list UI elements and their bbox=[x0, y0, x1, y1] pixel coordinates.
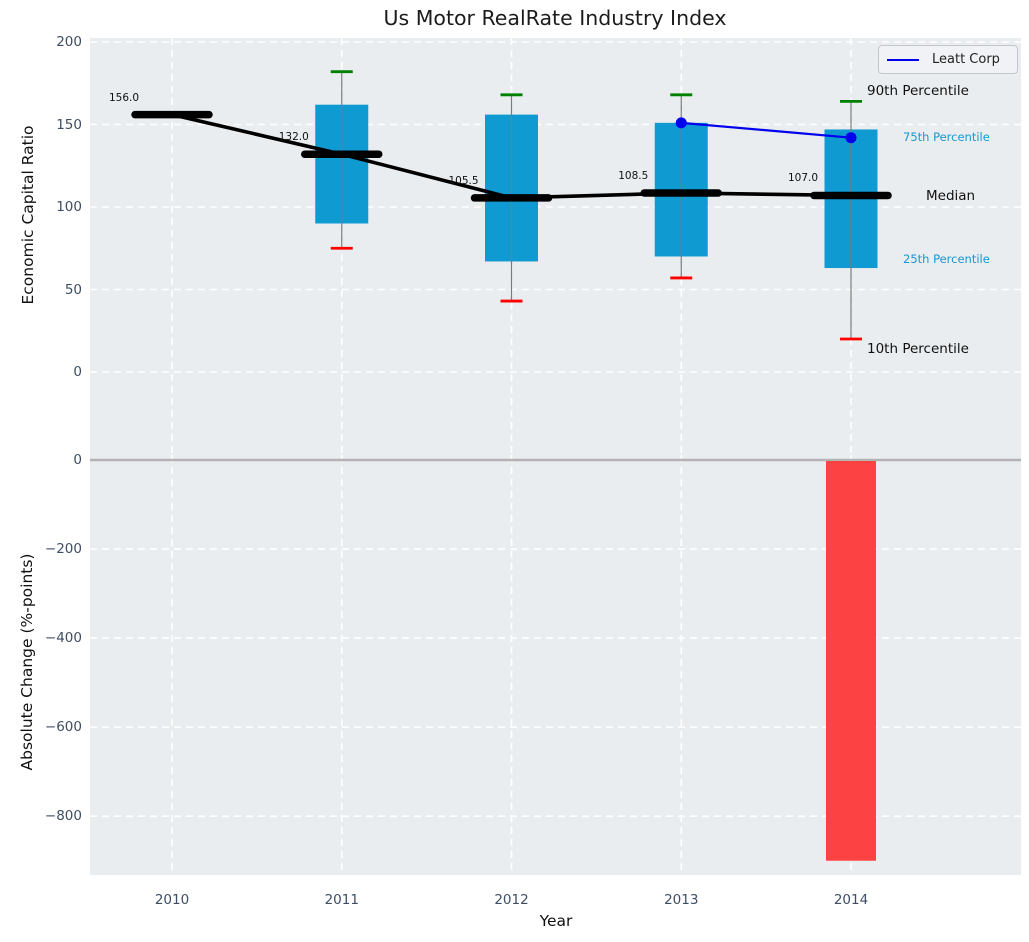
top-y-tick-label: 0 bbox=[73, 364, 82, 380]
median-value-label: 156.0 bbox=[108, 91, 140, 104]
bottom-y-tick-label: −800 bbox=[44, 808, 82, 825]
x-tick-label: 2010 bbox=[154, 892, 190, 908]
top-y-axis-label: Economic Capital Ratio bbox=[19, 125, 37, 305]
legend-box: Leatt Corp bbox=[878, 45, 1018, 74]
top-y-tick-label: 50 bbox=[64, 281, 82, 298]
x-axis-label: Year bbox=[539, 912, 573, 930]
company-line bbox=[681, 121, 852, 139]
top-y-tick-label: 200 bbox=[56, 34, 82, 50]
company-marker bbox=[845, 132, 857, 144]
chart-title: Us Motor RealRate Industry Index bbox=[383, 6, 727, 30]
bottom-y-tick-label: −600 bbox=[44, 719, 82, 736]
x-tick-label: 2012 bbox=[494, 892, 529, 908]
median-value-label: 107.0 bbox=[787, 172, 819, 185]
bottom-y-tick-label: −200 bbox=[44, 541, 82, 558]
annotation-90th-percentile: 90th Percentile bbox=[867, 83, 969, 99]
median-value-label: 105.5 bbox=[448, 174, 479, 187]
bottom-y-axis-label: Absolute Change (%-points) bbox=[18, 553, 36, 771]
bottom-panel-background bbox=[90, 455, 1021, 875]
company-marker bbox=[675, 117, 687, 129]
legend-line-sample-icon bbox=[887, 58, 919, 61]
annotation-25th-percentile: 25th Percentile bbox=[903, 252, 990, 266]
median-value-label: 132.0 bbox=[278, 131, 309, 144]
top-y-tick-label: 150 bbox=[56, 116, 82, 133]
bottom-y-tick-label: 0 bbox=[73, 452, 82, 468]
x-tick-label: 2014 bbox=[833, 892, 869, 908]
median-value-label: 108.5 bbox=[618, 169, 649, 182]
annotation-75th-percentile: 75th Percentile bbox=[903, 130, 990, 144]
change-bar bbox=[826, 461, 876, 861]
x-tick-label: 2011 bbox=[324, 892, 359, 908]
top-y-tick-label: 100 bbox=[56, 199, 82, 215]
top-panel-background bbox=[90, 38, 1021, 455]
annotation-median: Median bbox=[926, 188, 976, 204]
legend-label: Leatt Corp bbox=[932, 52, 1000, 67]
annotation-10th-percentile: 10th Percentile bbox=[867, 341, 969, 357]
bottom-y-tick-label: −400 bbox=[44, 630, 82, 647]
x-tick-label: 2013 bbox=[664, 892, 699, 908]
